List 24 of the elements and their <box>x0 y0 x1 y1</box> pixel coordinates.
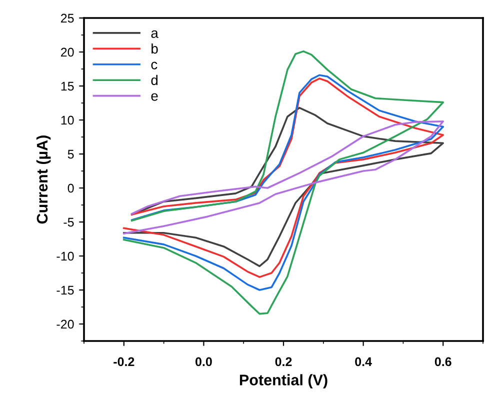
y-tick-label: 0 <box>68 184 74 193</box>
y-tick-label: -10 <box>56 252 74 261</box>
legend-label: b <box>152 43 158 54</box>
x-tick-label: 0.2 <box>275 357 292 366</box>
x-tick-label: -0.2 <box>114 357 134 366</box>
legend-label: c <box>151 62 158 70</box>
x-axis-title: Potential (V) <box>240 374 328 388</box>
y-tick-label: -15 <box>56 286 74 295</box>
legend-label: d <box>151 74 158 86</box>
y-tick-label: 5 <box>68 150 74 159</box>
y-tick-label: -20 <box>56 320 74 329</box>
legend-label: a <box>151 30 158 38</box>
x-tick-label: 0.0 <box>196 357 212 366</box>
y-tick-label: -5 <box>64 218 74 227</box>
y-tick-label: 15 <box>61 82 74 91</box>
legend-label: e <box>151 93 158 101</box>
x-tick-label: 0.6 <box>434 357 452 366</box>
y-tick-label: 20 <box>61 48 74 57</box>
line-series <box>122 120 444 234</box>
y-tick-label: 25 <box>61 14 74 23</box>
x-tick-label: 0.4 <box>355 357 372 366</box>
y-tick-label: 10 <box>61 116 74 125</box>
line-series <box>122 106 444 268</box>
y-axis-title: Current (µA) <box>36 136 51 224</box>
